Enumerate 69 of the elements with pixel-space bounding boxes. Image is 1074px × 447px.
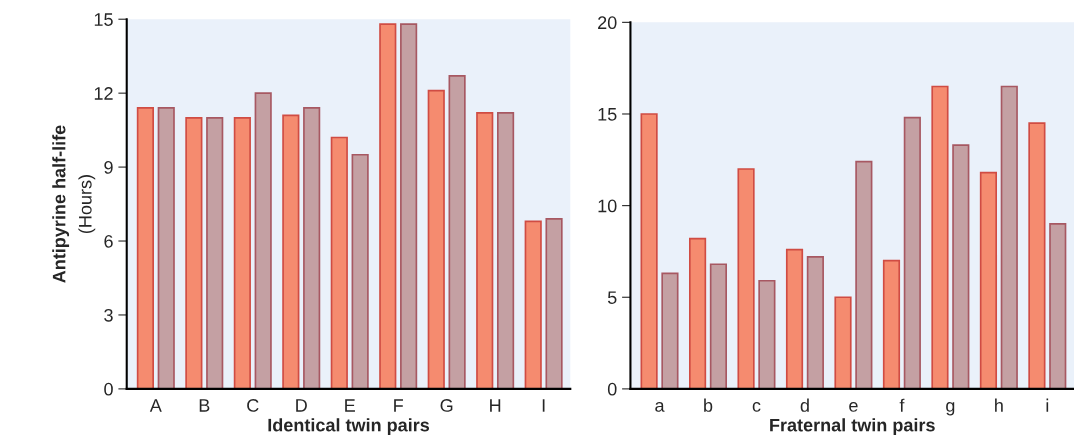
x-tick-label: g	[946, 402, 955, 416]
y-tick-label: 3	[104, 308, 113, 322]
x-tick-label: A	[149, 399, 162, 412]
bar	[157, 107, 175, 389]
x-axis-title: Identical twin pairs	[268, 418, 430, 436]
y-tick-label: 15	[598, 108, 617, 121]
x-tick-label: D	[296, 399, 307, 412]
x-axis-title: Fraternal twin pairs	[770, 418, 935, 436]
bar	[758, 279, 776, 389]
bar	[303, 107, 321, 389]
x-tick-label: I	[542, 399, 545, 412]
bar	[931, 85, 949, 389]
bar	[282, 114, 300, 389]
bar	[737, 168, 755, 389]
bar	[785, 248, 804, 389]
bar	[448, 75, 466, 389]
bar	[834, 296, 852, 389]
bar	[330, 136, 348, 389]
bar	[640, 113, 658, 389]
bar	[254, 92, 272, 389]
x-tick-label: a	[655, 401, 665, 412]
x-tick-label: B	[199, 399, 210, 412]
bar	[206, 116, 224, 389]
bar	[1000, 85, 1018, 389]
bar	[351, 153, 369, 389]
x-tick-label: G	[440, 399, 453, 412]
bar	[1049, 223, 1067, 389]
bar	[400, 23, 418, 389]
bar	[709, 263, 728, 389]
x-tick-label: h	[995, 398, 1003, 412]
bar	[524, 220, 542, 389]
x-tick-label: H	[490, 399, 501, 412]
x-tick-label: F	[394, 399, 403, 412]
bar	[952, 144, 970, 389]
bar	[185, 116, 203, 389]
y-tick-label: 0	[104, 382, 113, 396]
bar	[427, 89, 445, 389]
bar	[379, 23, 397, 389]
x-tick-label: d	[800, 398, 809, 412]
x-tick-label: C	[247, 399, 259, 412]
y-tick-label: 15	[94, 13, 113, 26]
bar	[979, 171, 998, 389]
y-tick-label: 10	[598, 199, 617, 213]
bar	[545, 218, 563, 389]
y-axis-title: Antipyrine half-life	[52, 125, 70, 283]
bar	[661, 272, 679, 389]
y-tick-label: 9	[104, 161, 113, 174]
bar	[233, 116, 251, 389]
bar	[806, 256, 824, 389]
bar	[688, 237, 707, 389]
bar	[476, 112, 494, 389]
bar	[855, 160, 873, 389]
y-tick-label: 6	[104, 234, 113, 248]
x-tick-label: e	[849, 401, 858, 412]
y-tick-label: 20	[598, 16, 617, 30]
y-tick-label: 12	[94, 87, 113, 100]
x-tick-label: i	[1046, 398, 1049, 412]
y-tick-label: 5	[607, 291, 617, 304]
bar	[1028, 122, 1046, 389]
bar	[882, 259, 901, 389]
x-tick-label: E	[345, 399, 355, 412]
y-tick-label: 0	[607, 382, 617, 396]
bar	[903, 116, 921, 389]
bar	[136, 107, 154, 389]
x-tick-label: f	[899, 398, 905, 412]
text: (Hours)	[78, 175, 96, 234]
x-tick-label: b	[704, 398, 713, 412]
x-tick-label: c	[752, 401, 761, 412]
bar	[496, 112, 515, 389]
